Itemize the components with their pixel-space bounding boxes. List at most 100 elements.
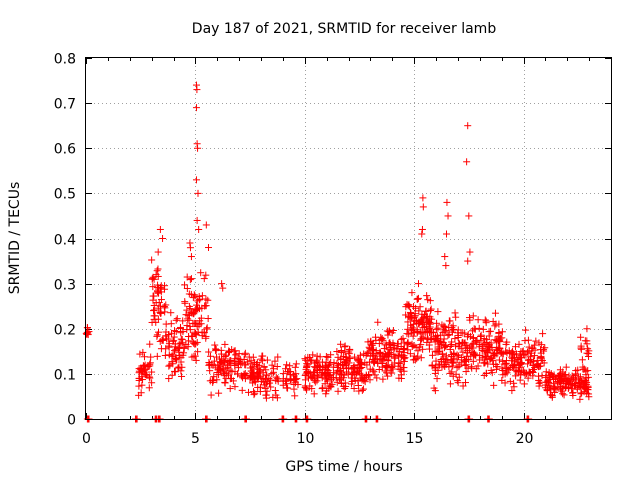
data-point <box>169 337 177 345</box>
data-point <box>197 269 205 277</box>
data-point <box>490 381 498 389</box>
data-point <box>219 284 227 292</box>
data-point <box>235 350 243 358</box>
data-point <box>211 341 219 349</box>
data-point <box>146 340 154 348</box>
data-point <box>414 295 422 303</box>
data-point <box>205 359 213 367</box>
data-point <box>446 380 454 388</box>
data-point <box>466 248 474 256</box>
data-point <box>178 363 186 371</box>
data-point <box>414 294 422 302</box>
x-axis-label: GPS time / hours <box>285 459 402 475</box>
data-point <box>501 379 509 387</box>
data-point <box>564 377 572 385</box>
data-point <box>458 353 466 361</box>
data-point <box>448 358 456 366</box>
data-point <box>475 340 483 348</box>
data-point <box>466 316 474 324</box>
data-point <box>379 336 387 344</box>
data-point <box>583 325 591 333</box>
data-point <box>304 353 312 361</box>
data-point <box>437 355 445 363</box>
data-point <box>386 341 394 349</box>
data-point <box>489 317 497 325</box>
data-point <box>154 281 162 289</box>
data-point <box>148 368 156 376</box>
data-point <box>441 328 449 336</box>
data-point <box>267 376 275 384</box>
data-point <box>262 375 270 383</box>
data-point <box>204 315 212 323</box>
data-point <box>469 344 477 352</box>
data-point <box>477 331 485 339</box>
data-point <box>519 347 527 355</box>
data-point <box>404 339 412 347</box>
data-point <box>427 336 435 344</box>
y-tick-label: 0.2 <box>54 323 76 339</box>
data-point <box>191 292 199 300</box>
data-point <box>184 311 192 319</box>
data-point <box>170 337 178 345</box>
data-point <box>304 374 312 382</box>
data-point <box>141 353 149 361</box>
data-point <box>290 385 298 393</box>
data-point <box>157 296 165 304</box>
data-point <box>354 361 362 369</box>
data-point <box>313 352 321 360</box>
data-point <box>148 379 156 387</box>
data-point <box>336 375 344 383</box>
data-points <box>82 81 593 423</box>
data-point <box>444 331 452 339</box>
data-point <box>410 320 418 328</box>
data-point <box>465 356 473 364</box>
data-point <box>514 367 522 375</box>
data-point <box>461 357 469 365</box>
data-point <box>402 303 410 311</box>
data-point <box>85 328 93 336</box>
data-point <box>342 368 350 376</box>
data-point <box>447 356 455 364</box>
x-tick-label: 0 <box>82 431 91 447</box>
data-point <box>159 336 167 344</box>
data-point <box>200 275 208 283</box>
data-point <box>319 369 327 377</box>
data-point <box>491 322 499 330</box>
data-point <box>175 352 183 360</box>
data-point <box>242 361 250 369</box>
data-point <box>135 369 143 377</box>
data-point <box>427 305 435 313</box>
data-point <box>380 345 388 353</box>
data-point <box>484 349 492 357</box>
data-point <box>434 308 442 316</box>
data-point <box>388 329 396 337</box>
data-point <box>399 364 407 372</box>
data-point <box>218 280 226 288</box>
data-point <box>169 350 177 358</box>
data-point <box>509 350 517 358</box>
data-point <box>315 362 323 370</box>
data-point <box>167 309 175 317</box>
data-point <box>146 359 154 367</box>
data-point <box>399 334 407 342</box>
data-point <box>479 325 487 333</box>
data-point <box>202 271 210 279</box>
data-point <box>205 360 213 368</box>
data-point <box>186 326 194 334</box>
data-point <box>260 363 268 371</box>
data-point <box>476 356 484 364</box>
data-point <box>239 374 247 382</box>
data-point <box>154 265 162 273</box>
data-point <box>228 368 236 376</box>
data-point <box>511 343 519 351</box>
data-point <box>379 375 387 383</box>
data-point <box>185 302 193 310</box>
data-point <box>227 375 235 383</box>
data-point <box>318 385 326 393</box>
data-point <box>518 354 526 362</box>
data-point <box>238 359 246 367</box>
data-point <box>541 344 549 352</box>
data-point <box>538 356 546 364</box>
data-point <box>520 366 528 374</box>
data-point <box>157 285 165 293</box>
